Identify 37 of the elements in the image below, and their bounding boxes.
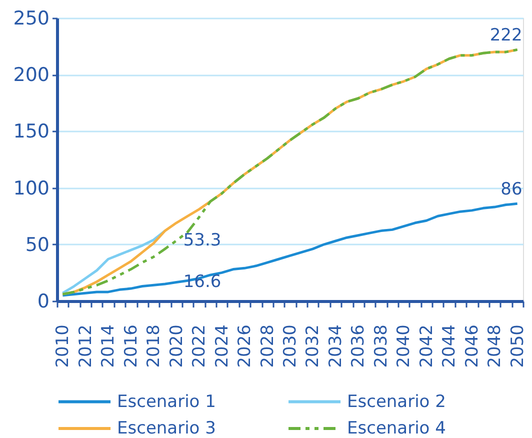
y-tick-label: 150 xyxy=(13,120,50,143)
x-tick-label: 2038 xyxy=(371,324,392,368)
x-tick-label: 2050 xyxy=(508,324,528,368)
line-series xyxy=(61,230,166,294)
line-series xyxy=(61,202,519,297)
data-label: 53.3 xyxy=(183,230,222,251)
data-label: 222 xyxy=(490,26,522,46)
x-tick-label: 2012 xyxy=(76,324,96,368)
x-tick-label: 2020 xyxy=(166,324,187,368)
x-tick-label: 2044 xyxy=(440,324,460,368)
x-tick-label: 2030 xyxy=(280,324,300,368)
y-tick-label: 50 xyxy=(25,234,50,256)
legend-label: Escenario 1 xyxy=(117,392,216,412)
x-tick-label: 2040 xyxy=(394,324,414,368)
legend-label: Escenario 3 xyxy=(117,418,216,438)
data-label: 86 xyxy=(500,180,522,200)
x-tick-label: 2010 xyxy=(53,324,74,368)
x-tick-label: 2048 xyxy=(485,324,506,368)
x-tick-label: 2026 xyxy=(235,324,256,368)
x-tick-label: 2024 xyxy=(212,324,232,368)
legend-label: Escenario 4 xyxy=(347,418,446,438)
x-tick-label: 2034 xyxy=(326,324,346,368)
x-tick-label: 2036 xyxy=(348,324,369,368)
x-tick-label: 2032 xyxy=(303,324,324,368)
data-label: 16.6 xyxy=(183,272,222,292)
x-tick-label: 2022 xyxy=(190,324,210,368)
y-tick-label: 250 xyxy=(13,8,50,30)
x-tick-label: 2046 xyxy=(462,324,482,368)
y-tick-label: 0 xyxy=(37,290,50,312)
x-tick-label: 2016 xyxy=(121,324,142,368)
x-tick-label: 2018 xyxy=(144,324,164,368)
legend-label: Escenario 2 xyxy=(347,392,446,412)
x-tick-label: 2014 xyxy=(98,324,119,368)
y-tick-label: 200 xyxy=(13,64,50,86)
x-tick-label: 2042 xyxy=(416,324,437,368)
x-tick-label: 2028 xyxy=(258,324,278,368)
y-tick-label: 100 xyxy=(13,177,50,200)
